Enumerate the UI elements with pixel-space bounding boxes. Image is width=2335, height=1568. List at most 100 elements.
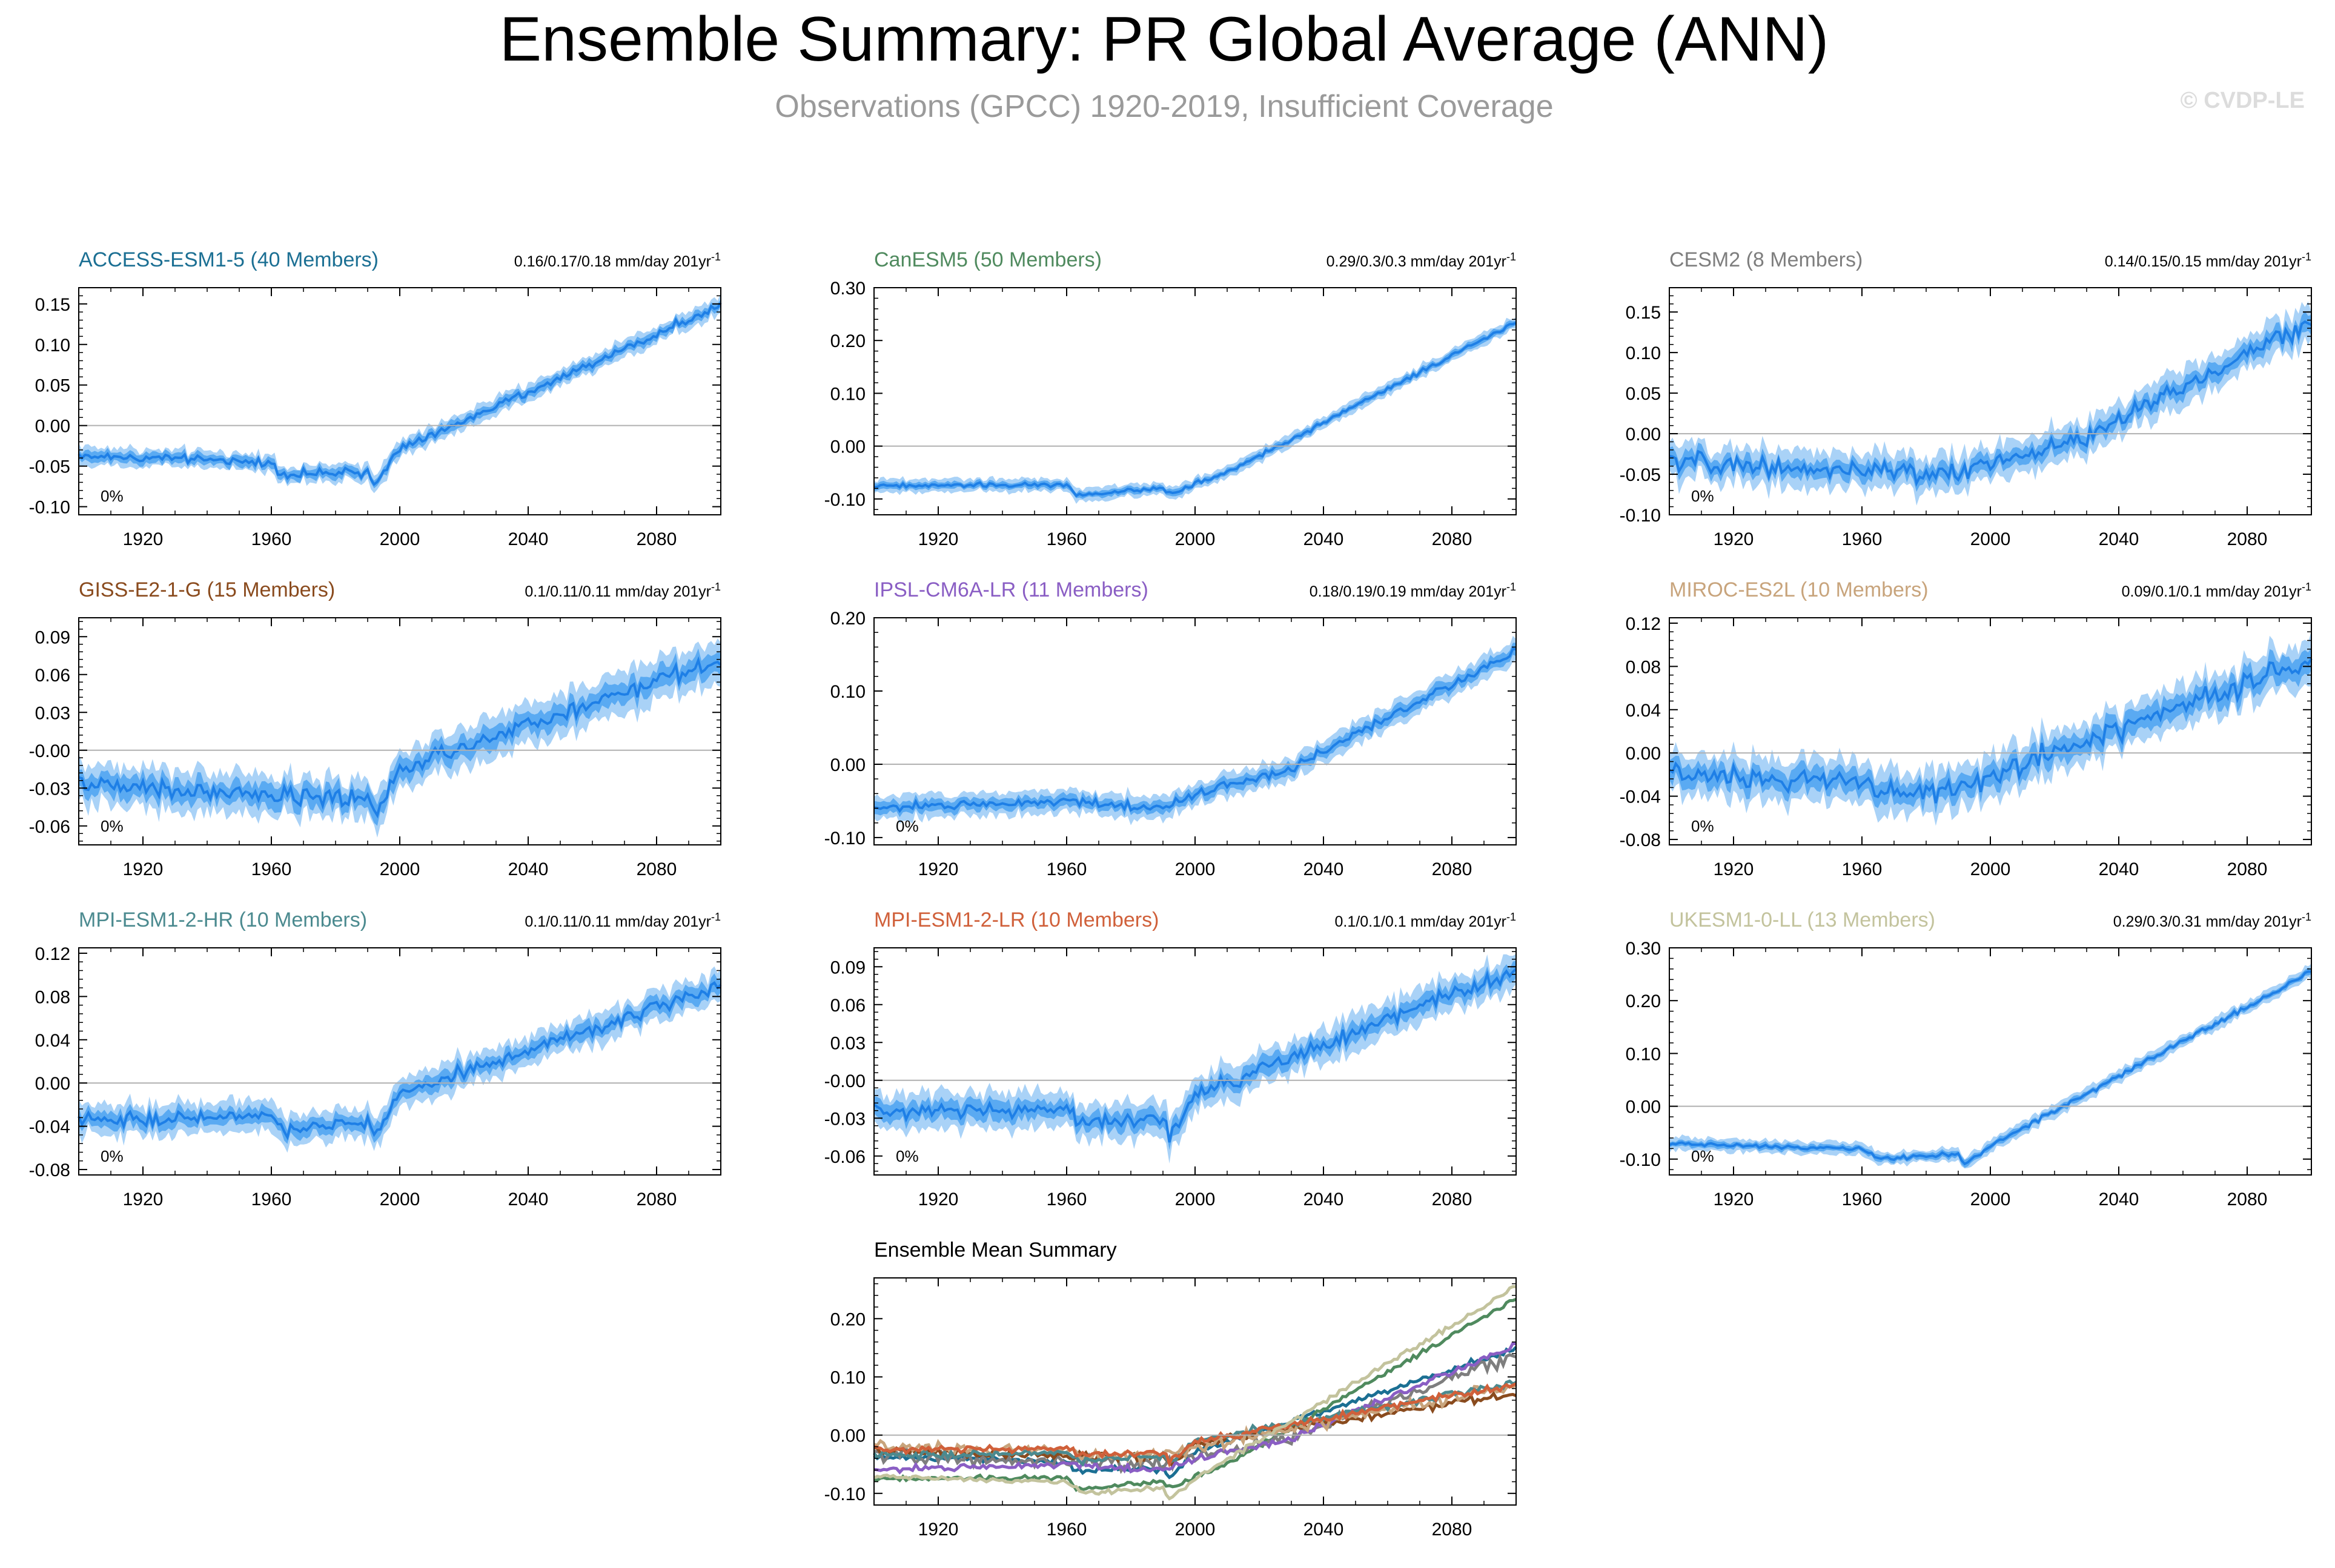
y-tick-label: 0.20 <box>830 609 866 629</box>
x-tick-label: 2040 <box>2099 529 2139 549</box>
x-tick-label: 2080 <box>637 1189 677 1209</box>
panel-title: CanESM5 (50 Members) <box>874 248 1102 271</box>
model-panel: -0.08 -0.04 0.00 0.04 0.08 0.12 1920 1960 2000 20… <box>29 908 722 1209</box>
plot-frame <box>78 947 721 1176</box>
x-tick-label: 1920 <box>1714 859 1754 879</box>
y-tick-label: 0.10 <box>1626 343 1661 363</box>
y-tick-label: 0.05 <box>35 376 70 396</box>
x-tick-label: 2000 <box>1175 859 1216 879</box>
percent-label: 0% <box>1691 487 1714 505</box>
x-tick-label: 2000 <box>1175 1520 1216 1540</box>
x-tick-label: 1960 <box>1047 1189 1087 1209</box>
model-panel: -0.10 0.00 0.10 0.20 1920 1960 2000 2040 2080 IPS… <box>824 578 1517 879</box>
y-tick-label: 0.03 <box>35 703 70 723</box>
x-tick-label: 1960 <box>251 1189 292 1209</box>
x-tick-label: 2080 <box>1432 529 1472 549</box>
y-tick-label: 0.20 <box>830 331 866 351</box>
x-tick-label: 2080 <box>2227 529 2268 549</box>
y-tick-label: -0.00 <box>29 741 70 761</box>
ensemble-outer-band <box>79 293 721 494</box>
x-tick-label: 2040 <box>2099 1189 2139 1209</box>
y-tick-label: 0.10 <box>830 1368 866 1388</box>
percent-label: 0% <box>101 1147 124 1165</box>
y-tick-label: 0.30 <box>830 279 866 299</box>
trend-label: 0.29/0.3/0.3 mm/day 201yr-1 <box>1326 251 1516 270</box>
ensemble-inner-band <box>1669 647 2311 814</box>
trend-label: 0.1/0.11/0.11 mm/day 201yr-1 <box>525 581 721 600</box>
model-panel: -0.06 -0.03 -0.00 0.03 0.06 0.09 1920 1960 2000 2… <box>29 578 722 879</box>
percent-label: 0% <box>896 817 919 835</box>
ensemble-outer-band <box>1669 964 2311 1169</box>
ensemble-inner-band <box>79 648 721 826</box>
panel-title: MPI-ESM1-2-HR (10 Members) <box>79 908 367 931</box>
model-panel: -0.10 -0.05 0.00 0.05 0.10 0.15 1920 1960 2000 20… <box>1620 248 2312 549</box>
x-tick-label: 1960 <box>1047 529 1087 549</box>
y-tick-label: 0.00 <box>830 755 866 775</box>
panel-title: IPSL-CM6A-LR (11 Members) <box>874 578 1148 601</box>
x-tick-label: 1960 <box>1842 1189 1883 1209</box>
ensemble-outer-band <box>874 953 1516 1164</box>
ensemble-mean-line <box>1669 320 2312 487</box>
summary-series-line <box>873 1285 1517 1501</box>
percent-label: 0% <box>1691 817 1714 835</box>
ensemble-inner-band <box>79 973 721 1144</box>
x-tick-label: 2000 <box>380 859 420 879</box>
y-tick-label: -0.06 <box>29 817 70 837</box>
y-tick-label: 0.05 <box>1626 384 1661 404</box>
y-tick-label: -0.04 <box>1620 787 1661 807</box>
ensemble-mean-line <box>78 656 722 819</box>
trend-label: 0.18/0.19/0.19 mm/day 201yr-1 <box>1310 581 1516 600</box>
x-tick-label: 2080 <box>2227 859 2268 879</box>
y-tick-label: 0.04 <box>35 1031 70 1051</box>
ensemble-mean-line <box>1668 658 2313 804</box>
y-tick-label: -0.04 <box>29 1117 70 1137</box>
y-tick-label: 0.00 <box>1626 425 1661 445</box>
y-tick-label: 0.20 <box>1626 991 1661 1011</box>
y-tick-label: 0.08 <box>35 987 70 1007</box>
x-tick-label: 2000 <box>1970 1189 2011 1209</box>
y-tick-label: 0.10 <box>830 384 866 404</box>
ensemble-inner-band <box>874 643 1516 818</box>
ensemble-inner-band <box>874 961 1516 1150</box>
trend-label: 0.1/0.1/0.1 mm/day 201yr-1 <box>1335 911 1517 930</box>
x-tick-label: 2080 <box>1432 859 1472 879</box>
x-tick-label: 2040 <box>508 859 549 879</box>
model-panel: -0.10 0.00 0.10 0.20 0.30 1920 1960 2000 2040 208… <box>824 248 1517 549</box>
y-tick-label: 0.04 <box>1626 701 1661 721</box>
x-tick-label: 2040 <box>1303 1520 1344 1540</box>
trend-label: 0.16/0.17/0.18 mm/day 201yr-1 <box>514 251 721 270</box>
y-tick-label: -0.00 <box>824 1071 866 1091</box>
y-tick-label: 0.12 <box>35 944 70 964</box>
ensemble-inner-band <box>874 320 1516 499</box>
y-tick-label: 0.10 <box>830 682 866 702</box>
x-tick-label: 1920 <box>1714 1189 1754 1209</box>
y-tick-label: 0.15 <box>35 295 70 315</box>
x-tick-label: 2000 <box>1175 529 1216 549</box>
ensemble-outer-band <box>1669 631 2311 826</box>
model-panel: -0.06 -0.03 -0.00 0.03 0.06 0.09 1920 1960 2000 2… <box>824 908 1517 1209</box>
trend-label: 0.14/0.15/0.15 mm/day 201yr-1 <box>2105 251 2311 270</box>
y-tick-label: 0.12 <box>1626 614 1661 634</box>
ensemble-outer-band <box>79 638 721 838</box>
x-tick-label: 2080 <box>1432 1520 1472 1540</box>
x-tick-label: 1960 <box>1047 1520 1087 1540</box>
summary-series-line <box>873 1341 1517 1475</box>
trend-label: 0.09/0.1/0.1 mm/day 201yr-1 <box>2122 581 2311 600</box>
ensemble-mean-line <box>873 968 1517 1143</box>
x-tick-label: 1960 <box>251 529 292 549</box>
summary-series-line <box>873 1382 1517 1468</box>
y-tick-label: -0.10 <box>1620 1150 1661 1170</box>
x-tick-label: 2000 <box>380 529 420 549</box>
x-tick-label: 2080 <box>637 859 677 879</box>
x-tick-label: 2080 <box>1432 1189 1472 1209</box>
y-tick-label: -0.10 <box>824 829 866 849</box>
ensemble-inner-band <box>1669 967 2311 1168</box>
summary-series-line <box>874 1298 1517 1492</box>
y-tick-label: 0.08 <box>1626 657 1661 677</box>
summary-series-line <box>873 1383 1517 1467</box>
panel-title: ACCESS-ESM1-5 (40 Members) <box>79 248 379 271</box>
y-tick-label: 0.09 <box>830 958 866 978</box>
percent-label: 0% <box>1691 1147 1714 1165</box>
x-tick-label: 1920 <box>918 1189 959 1209</box>
